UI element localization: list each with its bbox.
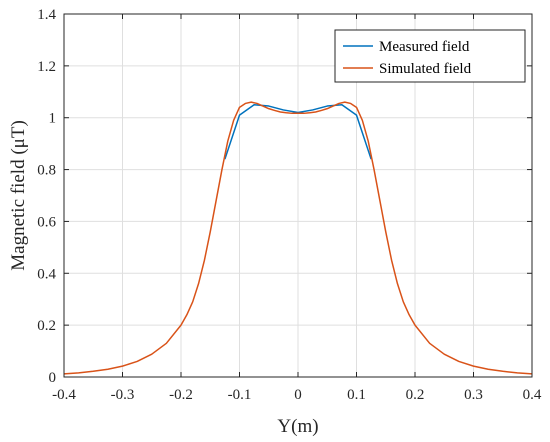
x-tick-label: 0.2 bbox=[406, 387, 425, 403]
x-tick-label: 0 bbox=[294, 387, 302, 403]
x-tick-label: 0.3 bbox=[464, 387, 483, 403]
y-tick-label: 1 bbox=[49, 111, 57, 127]
y-tick-label: 1.2 bbox=[37, 59, 56, 75]
x-tick-label: 0.4 bbox=[523, 387, 542, 403]
x-axis-label: Y(m) bbox=[277, 416, 318, 437]
legend-box bbox=[334, 29, 526, 83]
x-tick-label: -0.3 bbox=[111, 387, 135, 403]
x-tick-label: -0.4 bbox=[52, 387, 76, 403]
y-tick-label: 0.2 bbox=[37, 318, 56, 334]
y-tick-label: 0.4 bbox=[37, 266, 56, 282]
x-tick-label: 0.1 bbox=[347, 387, 366, 403]
series-lines bbox=[63, 101, 533, 375]
y-axis-label: Magnetic field (μT) bbox=[8, 120, 29, 271]
legend-label-simulated: Simulated field bbox=[379, 61, 472, 77]
y-tick-label: 0 bbox=[49, 370, 57, 386]
x-tick-label: -0.2 bbox=[169, 387, 193, 403]
tick-marks bbox=[63, 13, 533, 378]
x-tick-label: -0.1 bbox=[228, 387, 252, 403]
y-tick-label: 0.6 bbox=[37, 214, 56, 230]
legend-label-measured: Measured field bbox=[379, 39, 470, 55]
simulated-field-line bbox=[63, 101, 533, 375]
legend: Measured field Simulated field bbox=[334, 29, 526, 83]
x-tick-labels: -0.4 -0.3 -0.2 -0.1 0 0.1 0.2 0.3 0.4 bbox=[52, 387, 542, 403]
y-tick-labels: 0 0.2 0.4 0.6 0.8 1 1.2 1.4 bbox=[37, 7, 56, 386]
y-tick-label: 0.8 bbox=[37, 163, 56, 179]
measured-field-line bbox=[224, 104, 372, 160]
y-tick-label: 1.4 bbox=[37, 7, 56, 23]
